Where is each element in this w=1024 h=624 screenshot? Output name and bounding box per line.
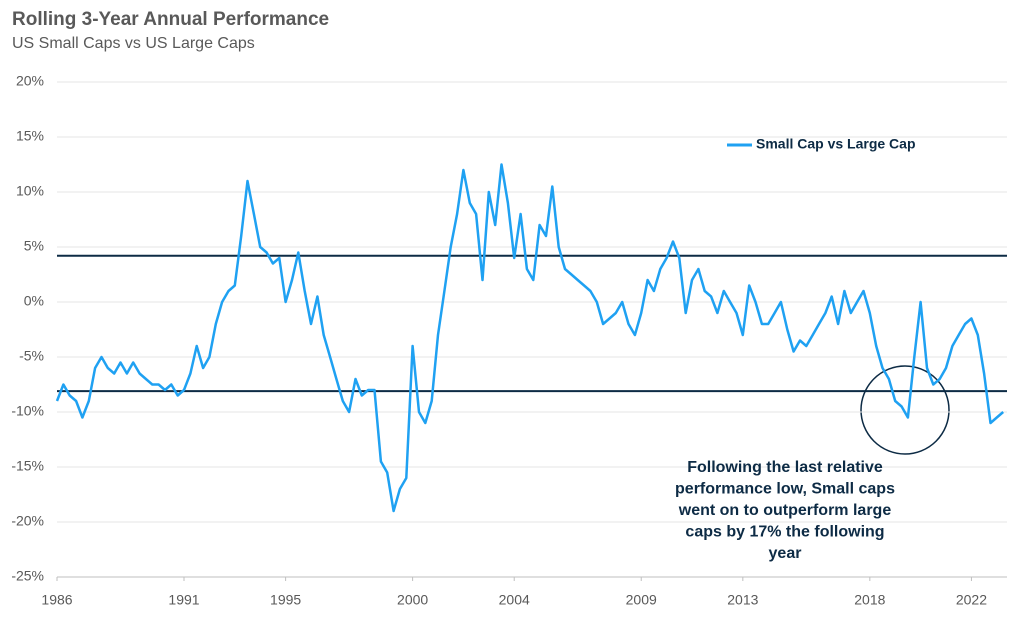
- x-tick-label: 2000: [397, 592, 428, 608]
- y-tick-label: 15%: [16, 128, 44, 144]
- chart-title: Rolling 3-Year Annual Performance: [12, 9, 329, 30]
- annotation: performance low, Small caps: [675, 481, 895, 498]
- x-tick-label: 2013: [727, 592, 758, 608]
- y-tick-label: -5%: [19, 348, 44, 364]
- annotation: went on to outperform large: [678, 502, 892, 519]
- x-tick-label: 1995: [270, 592, 301, 608]
- y-tick-label: 0%: [24, 293, 44, 309]
- y-tick-label: -25%: [11, 568, 44, 584]
- highlight-circle: [860, 365, 950, 455]
- x-tick-label: 2009: [626, 592, 657, 608]
- chart-subtitle: US Small Caps vs US Large Caps: [12, 35, 255, 52]
- y-tick-label: 10%: [16, 183, 44, 199]
- y-tick-label: 5%: [24, 238, 44, 254]
- x-tick-label: 2018: [854, 592, 885, 608]
- y-tick-label: -20%: [11, 513, 44, 529]
- y-tick-label: -15%: [11, 458, 44, 474]
- y-tick-label: -10%: [11, 403, 44, 419]
- legend-label: Small Cap vs Large Cap: [756, 136, 916, 152]
- x-tick-label: 2022: [956, 592, 987, 608]
- x-tick-label: 1986: [41, 592, 72, 608]
- annotation: year: [769, 545, 802, 562]
- x-tick-label: 2004: [499, 592, 530, 608]
- annotation: caps by 17% the following: [685, 524, 884, 541]
- x-tick-label: 1991: [168, 592, 199, 608]
- data-line: [55, 163, 1005, 513]
- annotation: Following the last relative: [687, 459, 883, 476]
- y-tick-label: 20%: [16, 73, 44, 89]
